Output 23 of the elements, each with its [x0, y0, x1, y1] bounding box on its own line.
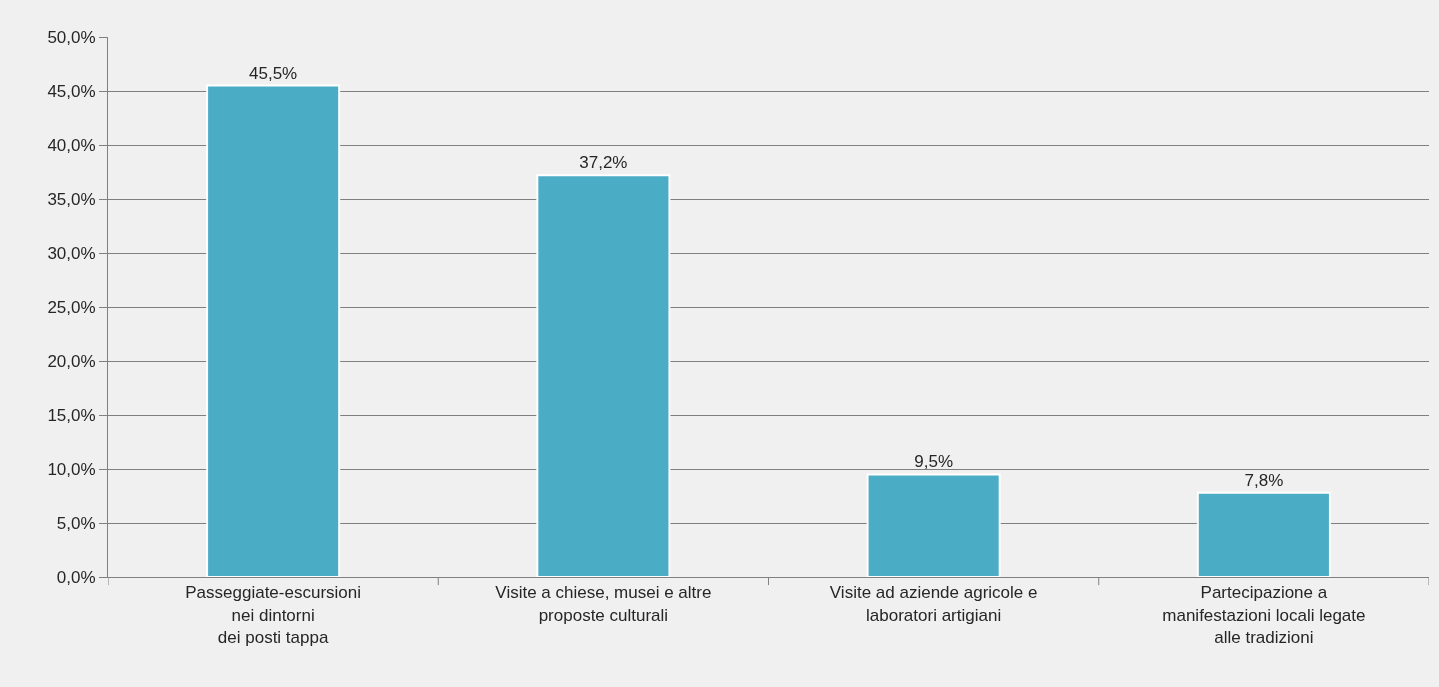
data-label: 7,8% — [1244, 470, 1284, 490]
bar — [866, 473, 1001, 577]
y-tick-label: 50,0% — [47, 27, 96, 47]
bar — [206, 84, 341, 577]
bar — [1196, 491, 1331, 577]
y-tick-label: 35,0% — [47, 189, 96, 209]
x-tick-label: Partecipazione a manifestazioni locali legate alle tradizioni — [1162, 583, 1366, 647]
data-label: 9,5% — [914, 452, 954, 472]
y-tick-label: 0,0% — [56, 567, 96, 587]
data-label: 37,2% — [579, 153, 628, 173]
y-tick-label: 15,0% — [47, 405, 96, 425]
y-tick-label: 45,0% — [47, 81, 96, 101]
y-tick-label: 10,0% — [47, 459, 96, 479]
y-tick-label: 20,0% — [47, 351, 96, 371]
x-tick-label: Passeggiate-escursioni nei dintorni dei posti tappa — [185, 583, 362, 647]
y-tick-label: 25,0% — [47, 297, 96, 317]
x-tick-label: Visite ad aziende agricole e laboratori artigiani — [829, 583, 1038, 625]
data-label: 45,5% — [249, 63, 298, 83]
y-tick-label: 5,0% — [56, 513, 96, 533]
y-tick-label: 30,0% — [47, 243, 96, 263]
bar — [536, 174, 671, 577]
x-tick-label: Visite a chiese, musei e altre proposte culturali — [495, 583, 712, 625]
y-tick-label: 40,0% — [47, 135, 96, 155]
